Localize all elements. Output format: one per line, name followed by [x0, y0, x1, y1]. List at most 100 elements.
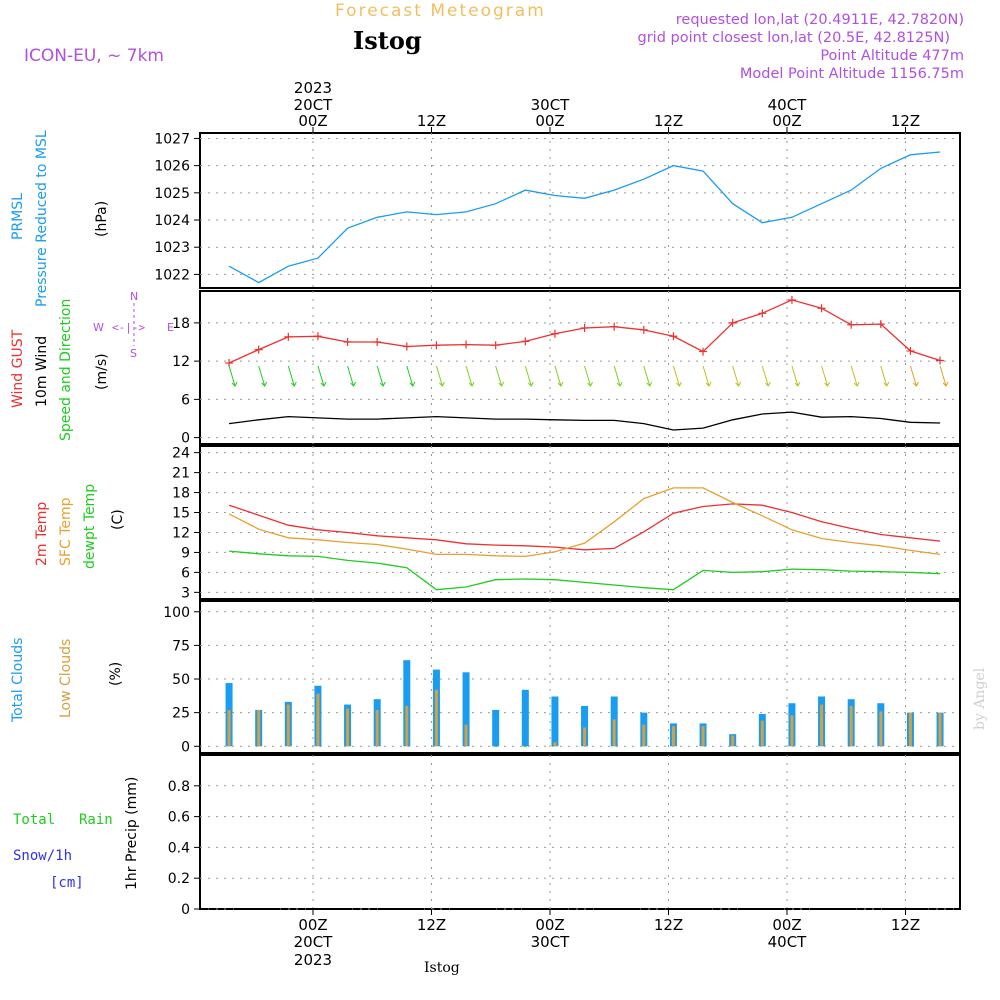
- bottom-time-tick-label: 12Z: [417, 916, 446, 934]
- top-time-tick-label: 12Z: [654, 112, 683, 130]
- bottom-time-tick-label: 00Z: [772, 916, 801, 934]
- wind-direction-arrow: [584, 365, 592, 387]
- top-date-label: 30CT: [531, 96, 571, 114]
- bottom-time-tick-label: 00Z: [298, 916, 327, 934]
- pressure-panel: 1022 1023 1024 1025 1026 1027: [154, 131, 961, 289]
- wind-direction-arrow-head: [646, 381, 653, 387]
- wind-direction-arrow-head: [350, 381, 357, 387]
- wind-direction-arrow-head: [320, 381, 327, 387]
- total-cloud-bar: [403, 660, 411, 747]
- wind-direction-arrow-head: [409, 381, 416, 387]
- wind-direction-arrow-head: [883, 381, 890, 387]
- wind-direction-arrow-head: [676, 381, 682, 387]
- pressure-label-unit: (hPa): [94, 201, 110, 237]
- wind-direction-arrow-head: [379, 381, 386, 387]
- gust-marker: [758, 309, 767, 318]
- faded-title: Forecast Meteogram: [335, 1, 546, 21]
- low-cloud-bar: [553, 742, 557, 747]
- y-tick-label: 0.4: [168, 840, 190, 856]
- y-tick-label: 100: [163, 605, 190, 621]
- wind-direction-arrow: [287, 365, 295, 387]
- gust-marker: [254, 345, 263, 354]
- top-date-label: 40CT: [768, 96, 808, 114]
- model-label: ICON-EU, ~ 7km: [24, 46, 164, 66]
- wind-direction-arrow-head: [735, 381, 742, 387]
- y-tick-label: 12: [172, 354, 190, 370]
- wind-direction-arrow-head: [853, 381, 860, 387]
- total-cloud-bar: [521, 689, 529, 747]
- gust-marker: [432, 341, 441, 350]
- gust-marker: [699, 347, 708, 356]
- top-time-tick-label: 00Z: [772, 112, 801, 130]
- low-cloud-bar: [790, 715, 794, 747]
- precip-label-cm: [cm]: [50, 875, 84, 891]
- clouds-label-low: Low Clouds: [58, 639, 74, 718]
- total-cloud-bar: [492, 709, 500, 747]
- low-cloud-bar: [316, 693, 320, 747]
- y-tick-label: 18: [172, 316, 190, 332]
- bottom-time-tick-label: 12Z: [891, 916, 920, 934]
- wind-direction-arrow-head: [824, 381, 831, 387]
- wind-direction-arrow: [258, 365, 266, 387]
- y-tick-label: 12: [172, 525, 190, 541]
- pressure-line: [228, 151, 941, 284]
- top-year-label: 2023: [294, 79, 332, 97]
- wind-direction-arrow: [850, 365, 858, 387]
- gust-marker: [728, 318, 737, 327]
- wind-direction-arrow: [791, 365, 799, 387]
- wind-direction-arrow: [702, 365, 710, 387]
- wind-direction-arrow: [524, 365, 532, 387]
- low-cloud-bar: [464, 724, 468, 747]
- gust-marker: [521, 337, 530, 346]
- dewpt-temp-line: [229, 550, 941, 591]
- y-tick-label: 9: [181, 545, 190, 561]
- y-tick-label: 1024: [154, 213, 190, 229]
- wind-direction-arrow-head: [231, 381, 238, 387]
- gust-marker: [787, 295, 796, 304]
- wind-direction-arrow: [465, 365, 473, 387]
- y-tick-label: 1026: [154, 159, 190, 175]
- y-tick-label: 0: [181, 739, 190, 755]
- gust-marker: [876, 320, 885, 329]
- wind-direction-legend-e: E: [167, 321, 174, 334]
- sfc-temp-line: [228, 487, 941, 558]
- wind-direction-arrow: [228, 365, 236, 387]
- top-time-tick-label: 00Z: [298, 112, 327, 130]
- y-tick-label: 50: [172, 672, 190, 688]
- gust-marker: [936, 356, 945, 365]
- total-cloud-bar: [551, 696, 559, 747]
- wind-label-unit: (m/s): [94, 353, 110, 390]
- bottom-date-label: 30CT: [531, 933, 571, 951]
- precip-label-snow: Snow/1h: [13, 848, 72, 864]
- bottom-date-label: 40CT: [768, 933, 808, 951]
- low-cloud-bar: [731, 735, 735, 747]
- low-cloud-bar: [583, 727, 587, 747]
- y-tick-label: 0.2: [168, 871, 190, 887]
- y-tick-label: 1027: [154, 131, 190, 147]
- top-date-label: 20CT: [294, 96, 334, 114]
- gust-marker: [817, 304, 826, 313]
- temp-label-sfc: SFC Temp: [58, 497, 74, 566]
- wind-direction-arrow-head: [616, 381, 623, 387]
- 2m-temp-line: [228, 503, 941, 551]
- low-cloud-bar: [346, 708, 350, 747]
- wind-direction-arrow-head: [498, 381, 505, 387]
- gust-marker: [343, 338, 352, 346]
- pressure-label-msl: Pressure Reduced to MSL: [34, 130, 50, 307]
- wind-direction-arrow: [880, 365, 888, 387]
- gust-marker: [462, 340, 471, 349]
- panel-frame: [199, 445, 961, 600]
- model-altitude: Model Point Altitude 1156.75m: [740, 66, 964, 82]
- y-tick-label: 1022: [154, 267, 190, 283]
- wind-direction-arrow-head: [913, 381, 919, 387]
- temp-label-unit: (C): [110, 509, 126, 530]
- low-cloud-bar: [879, 711, 883, 747]
- 10m-wind-line: [229, 411, 941, 431]
- y-tick-label: 6: [181, 392, 190, 408]
- wind-direction-arrow-head: [468, 381, 475, 387]
- low-cloud-bar: [671, 726, 675, 747]
- wind-direction-arrow: [435, 365, 443, 387]
